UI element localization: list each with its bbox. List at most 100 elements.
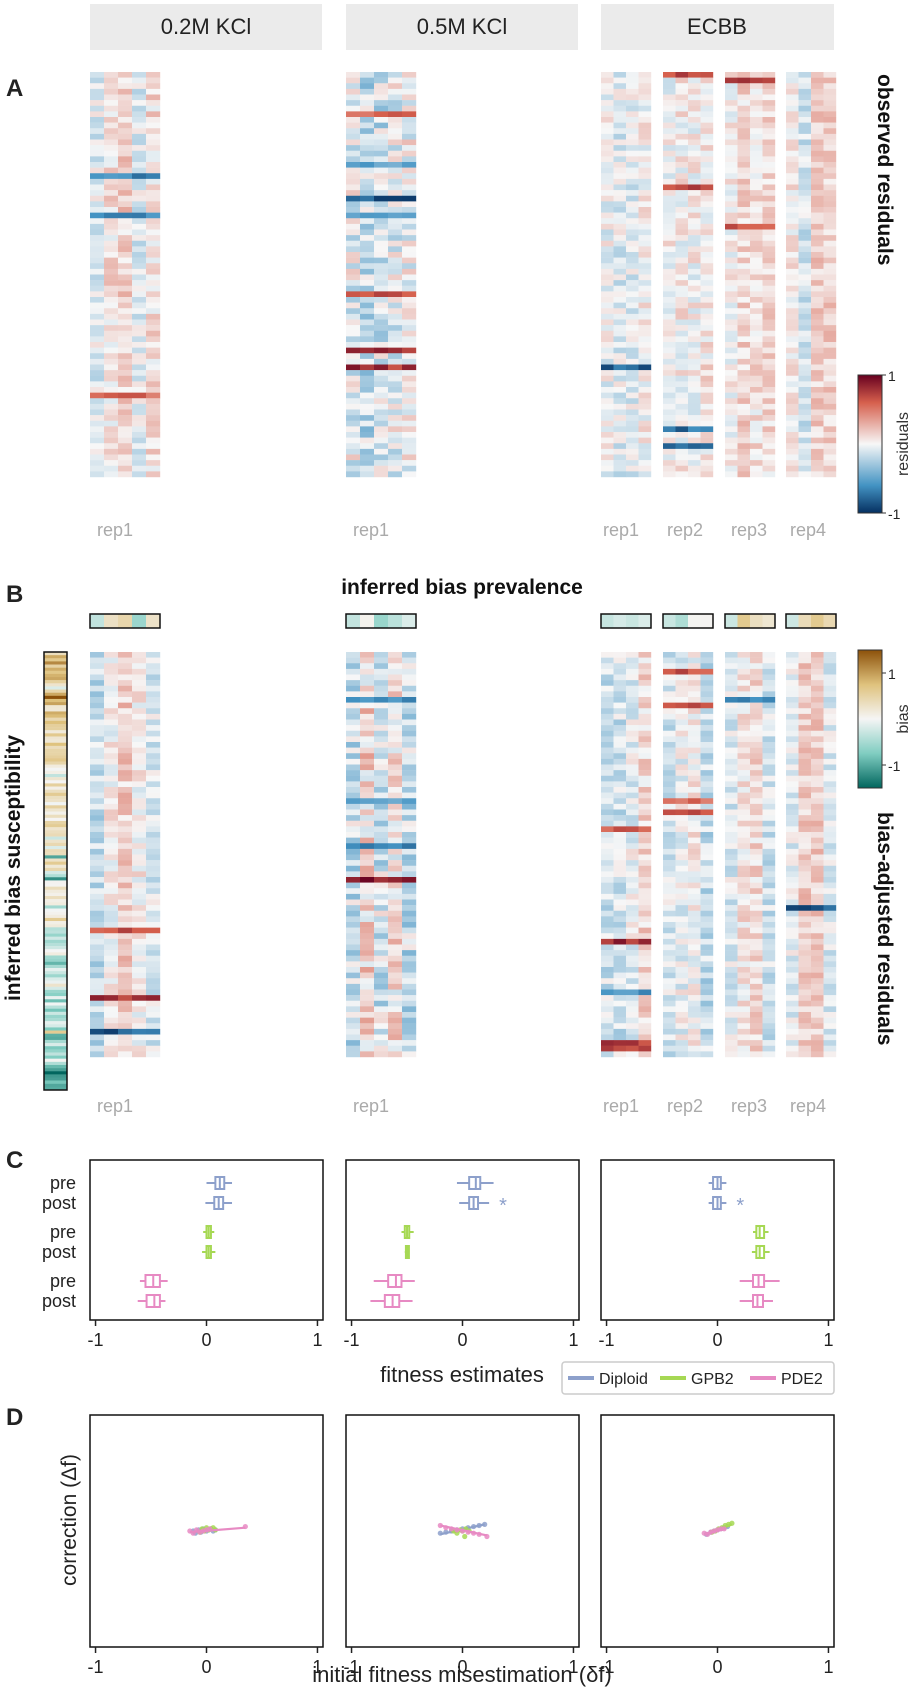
heatmap-a-0-rep1-cell-27-3 bbox=[132, 223, 147, 230]
heatmap-b-0-rep1-cell-6-0 bbox=[90, 685, 105, 692]
heatmap-b-2-rep4-cell-71-2 bbox=[811, 1051, 824, 1058]
heatmap-b-2-rep2-cell-0-3 bbox=[700, 652, 714, 658]
heatmap-b-2-rep1-cell-13-3 bbox=[638, 725, 652, 731]
heatmap-b-0-rep1-cell-49-3 bbox=[132, 927, 147, 934]
heatmap-a-2-rep1-cell-8-0 bbox=[601, 117, 614, 123]
heatmap-a-0-rep1-cell-59-2 bbox=[118, 403, 133, 410]
heatmap-a-1-rep1-cell-1-1 bbox=[360, 77, 375, 84]
heatmap-a-0-rep1-cell-70-3 bbox=[132, 465, 147, 472]
heatmap-b-2-rep2-cell-21-1 bbox=[675, 770, 689, 776]
heatmap-b-2-rep1-cell-37-2 bbox=[626, 860, 639, 866]
heatmap-b-2-rep2-cell-46-3 bbox=[700, 910, 714, 917]
heatmap-a-0-rep1-cell-19-0 bbox=[90, 178, 105, 185]
heatmap-a-2-rep1-cell-31-1 bbox=[613, 246, 627, 253]
heatmap-a-0-rep1-cell-49-0 bbox=[90, 347, 105, 354]
heatmap-b-0-rep1-cell-13-2 bbox=[118, 725, 133, 731]
heatmap-a-2-rep3-cell-44-3 bbox=[762, 319, 776, 326]
heatmap-a-1-rep1-cell-4-2 bbox=[374, 94, 389, 101]
heatmap-a-2-rep2-cell-6-1 bbox=[675, 105, 689, 112]
panel-c-row-label-1: post bbox=[42, 1193, 76, 1213]
heatmap-b-2-rep1-cell-10-2 bbox=[626, 708, 639, 715]
heatmap-b-1-rep1-cell-28-1 bbox=[360, 809, 375, 816]
heatmap-a-0-rep1-cell-39-0 bbox=[90, 291, 105, 298]
bias-susceptibility-cell-133 bbox=[44, 1068, 67, 1072]
heatmap-a-2-rep3-cell-15-3 bbox=[762, 156, 776, 163]
heatmap-b-2-rep2-cell-22-1 bbox=[675, 775, 689, 782]
heatmap-a-2-rep2-cell-62-0 bbox=[663, 420, 676, 427]
heatmap-b-1-rep1-cell-28-3 bbox=[388, 809, 403, 816]
heatmap-a-2-rep3-cell-43-0 bbox=[725, 313, 738, 320]
heatmap-a-2-rep4-cell-26-0 bbox=[786, 218, 799, 225]
heatmap-b-2-rep4-cell-68-3 bbox=[823, 1034, 837, 1041]
heatmap-a-2-rep1-cell-63-0 bbox=[601, 426, 614, 433]
heatmap-a-1-rep1-cell-47-2 bbox=[374, 336, 389, 343]
heatmap-b-2-rep3-cell-1-3 bbox=[762, 657, 776, 664]
heatmap-b-0-rep1-cell-51-1 bbox=[104, 938, 119, 945]
heatmap-a-2-rep1-cell-35-0 bbox=[601, 268, 614, 275]
heatmap-b-2-rep1-cell-25-1 bbox=[613, 792, 627, 799]
heatmap-a-2-rep4-cell-38-2 bbox=[811, 285, 824, 292]
heatmap-a-2-rep3-cell-68-3 bbox=[762, 454, 776, 461]
bias-susceptibility-cell-102 bbox=[44, 971, 67, 975]
heatmap-a-0-rep1-cell-37-0 bbox=[90, 280, 105, 286]
heatmap-a-2-rep2-cell-16-3 bbox=[700, 162, 714, 168]
bias-prevalence-strip-1-rep1-cell-0 bbox=[346, 614, 361, 628]
heatmap-a-1-rep1-cell-48-4 bbox=[402, 342, 417, 348]
heatmap-b-2-rep1-cell-63-0 bbox=[601, 1006, 614, 1013]
heatmap-b-1-rep1-cell-29-3 bbox=[388, 815, 403, 821]
heatmap-a-0-rep1-cell-20-2 bbox=[118, 184, 133, 191]
heatmap-a-2-rep2-cell-35-3 bbox=[700, 268, 714, 275]
heatmap-a-2-rep1-cell-50-3 bbox=[638, 353, 652, 360]
heatmap-a-1-rep1-cell-67-0 bbox=[346, 448, 361, 455]
heatmap-a-2-rep2-cell-48-2 bbox=[688, 342, 701, 348]
heatmap-b-2-rep3-cell-22-1 bbox=[737, 775, 751, 782]
heatmap-b-0-rep1-cell-62-4 bbox=[146, 1000, 161, 1007]
heatmap-a-1-rep1-cell-40-1 bbox=[360, 297, 375, 303]
heatmap-b-2-rep1-cell-45-2 bbox=[626, 905, 639, 911]
heatmap-a-2-rep3-cell-17-0 bbox=[725, 167, 738, 174]
heatmap-b-2-rep3-cell-60-3 bbox=[762, 989, 776, 996]
heatmap-a-1-rep1-cell-36-4 bbox=[402, 274, 417, 281]
heatmap-b-1-rep1-cell-59-0 bbox=[346, 983, 361, 990]
heatmap-a-2-rep3-cell-21-3 bbox=[762, 190, 776, 196]
heatmap-b-2-rep4-cell-24-3 bbox=[823, 787, 837, 793]
heatmap-b-2-rep2-cell-24-2 bbox=[688, 787, 701, 793]
heatmap-a-2-rep2-cell-33-0 bbox=[663, 257, 676, 264]
heatmap-a-2-rep2-cell-58-1 bbox=[675, 398, 689, 405]
heatmap-a-2-rep4-cell-5-0 bbox=[786, 100, 799, 106]
heatmap-a-1-rep1-cell-8-0 bbox=[346, 117, 361, 123]
heatmap-b-2-rep4-cell-33-2 bbox=[811, 837, 824, 844]
bias-prevalence-strip-2-rep3-cell-1 bbox=[737, 614, 751, 628]
heatmap-a-2-rep1-cell-26-1 bbox=[613, 218, 627, 225]
heatmap-a-2-rep2-cell-23-1 bbox=[675, 201, 689, 208]
heatmap-b-0-rep1-cell-69-2 bbox=[118, 1040, 133, 1046]
heatmap-b-2-rep2-cell-57-1 bbox=[675, 972, 689, 979]
heatmap-b-2-rep3-cell-62-1 bbox=[737, 1000, 751, 1007]
heatmap-b-0-rep1-cell-40-2 bbox=[118, 877, 133, 883]
heatmap-b-2-rep1-cell-67-0 bbox=[601, 1028, 614, 1035]
heatmap-a-2-rep4-cell-47-3 bbox=[823, 336, 837, 343]
heatmap-b-2-rep1-cell-44-1 bbox=[613, 899, 627, 906]
heatmap-b-0-rep1-cell-38-0 bbox=[90, 865, 105, 872]
heatmap-a-0-rep1-cell-26-2 bbox=[118, 218, 133, 225]
heatmap-a-2-rep2-cell-58-3 bbox=[700, 398, 714, 405]
heatmap-a-1-rep1-cell-4-0 bbox=[346, 94, 361, 101]
heatmap-b-1-rep1-cell-5-1 bbox=[360, 680, 375, 686]
heatmap-b-1-rep1-cell-22-4 bbox=[402, 775, 417, 782]
heatmap-a-0-rep1-cell-67-1 bbox=[104, 448, 119, 455]
bias-susceptibility-cell-63 bbox=[44, 849, 67, 853]
bias-colorbar bbox=[857, 649, 883, 789]
heatmap-a-1-rep1-cell-61-3 bbox=[388, 415, 403, 421]
heatmap-b-1-rep1-cell-3-3 bbox=[388, 668, 403, 675]
heatmap-a-0-rep1-cell-22-0 bbox=[90, 195, 105, 202]
heatmap-b-0-rep1-cell-45-0 bbox=[90, 905, 105, 911]
heatmap-a-0-rep1-cell-26-4 bbox=[146, 218, 161, 225]
heatmap-b-2-rep1-cell-66-3 bbox=[638, 1023, 652, 1030]
heatmap-a-0-rep1-cell-69-1 bbox=[104, 460, 119, 466]
heatmap-a-2-rep4-cell-58-2 bbox=[811, 398, 824, 405]
heatmap-b-2-rep2-cell-6-3 bbox=[700, 685, 714, 692]
heatmap-a-0-rep1-cell-3-3 bbox=[132, 88, 147, 95]
heatmap-b-2-rep2-cell-3-0 bbox=[663, 668, 676, 675]
heatmap-b-0-rep1-cell-57-2 bbox=[118, 972, 133, 979]
heatmap-a-2-rep2-cell-69-3 bbox=[700, 460, 714, 466]
